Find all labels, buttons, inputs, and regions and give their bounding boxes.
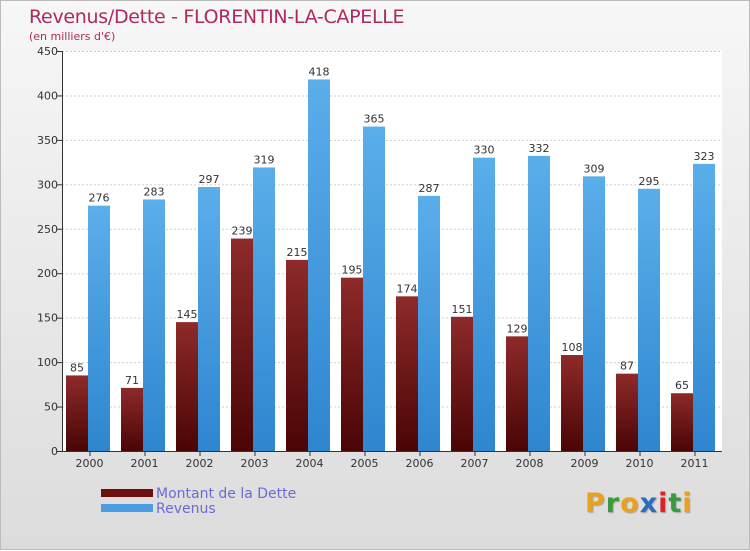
data-label-dette: 174 [397, 282, 418, 295]
bar-dette [451, 316, 473, 451]
data-label-revenus: 319 [254, 153, 275, 166]
bar-dette [671, 393, 693, 451]
data-label-revenus: 276 [89, 192, 110, 205]
data-label-revenus: 418 [309, 65, 330, 78]
data-label-dette: 195 [342, 264, 363, 277]
bar-revenus [253, 167, 275, 451]
bar-dette [561, 355, 583, 451]
x-tick-label: 2000 [76, 457, 104, 470]
logo-letter: t [668, 488, 683, 519]
x-tick-label: 2011 [681, 457, 709, 470]
bar-dette [506, 336, 528, 451]
y-tick-label: 100 [37, 356, 58, 369]
logo-letter: x [639, 488, 659, 519]
data-label-dette: 145 [177, 308, 198, 321]
x-tick-label: 2008 [516, 457, 544, 470]
data-label-revenus: 309 [584, 162, 605, 175]
x-tick-label: 2005 [351, 457, 379, 470]
y-tick-label: 350 [37, 134, 58, 147]
data-label-dette: 151 [452, 303, 473, 316]
logo-letter: i [658, 488, 669, 519]
x-tick-label: 2001 [131, 457, 159, 470]
logo-letter: r [605, 488, 621, 519]
data-label-revenus: 330 [474, 144, 495, 157]
data-label-revenus: 283 [144, 185, 165, 198]
data-label-dette: 129 [507, 322, 528, 335]
x-tick-label: 2002 [186, 457, 214, 470]
bar-revenus [88, 205, 110, 451]
legend-label-dette: Montant de la Dette [156, 486, 297, 502]
data-labels: 85 276 71 283 145 297 239 319 215 418 195 365 174 287… [70, 65, 715, 392]
bar-revenus [638, 188, 660, 451]
bar-dette [341, 277, 363, 451]
legend-label-revenus: Revenus [156, 501, 216, 517]
bar-revenus [418, 195, 440, 451]
bar-revenus [693, 163, 715, 451]
proxiti-logo: Proxiti [585, 488, 693, 519]
data-label-dette: 215 [287, 246, 308, 259]
legend-swatch-revenus [101, 504, 153, 512]
legend-swatch-dette [101, 489, 153, 497]
bar-revenus [583, 176, 605, 452]
y-tick-label: 250 [37, 223, 58, 236]
x-tick-label: 2009 [571, 457, 599, 470]
x-tick-label: 2004 [296, 457, 324, 470]
data-label-dette: 87 [620, 360, 634, 373]
y-tick-label: 400 [37, 89, 58, 102]
bar-revenus [528, 155, 550, 451]
axes: 0 50 100 150 200 250 300 350 400 450 2000 2001 2002 2… [37, 45, 722, 470]
bar-revenus [308, 79, 330, 451]
data-label-dette: 71 [125, 374, 139, 387]
bar-dette [396, 296, 418, 451]
bar-dette [176, 322, 198, 451]
data-label-dette: 65 [675, 379, 689, 392]
y-tick-label: 450 [37, 45, 58, 58]
bar-dette [66, 375, 88, 451]
data-label-dette: 239 [232, 225, 253, 238]
data-label-revenus: 365 [364, 113, 385, 126]
logo-letter: o [620, 488, 640, 519]
bar-dette [616, 373, 638, 451]
bar-revenus [363, 126, 385, 452]
bar-revenus [143, 199, 165, 451]
plot-area [62, 51, 722, 451]
bar-dette [231, 238, 253, 451]
bar-dette [286, 259, 308, 451]
y-tick-label: 200 [37, 267, 58, 280]
logo-letter: P [585, 488, 606, 519]
y-tick-label: 0 [51, 445, 58, 458]
x-tick-label: 2010 [626, 457, 654, 470]
x-tick-label: 2006 [406, 457, 434, 470]
data-label-revenus: 287 [419, 182, 440, 195]
y-tick-label: 150 [37, 312, 58, 325]
bar-dette [121, 387, 143, 451]
x-tick-label: 2003 [241, 457, 269, 470]
bar-revenus [473, 157, 495, 451]
y-tick-label: 300 [37, 178, 58, 191]
x-tick-label: 2007 [461, 457, 489, 470]
bars [66, 79, 715, 452]
data-label-revenus: 295 [639, 175, 660, 188]
bar-revenus [198, 187, 220, 451]
data-label-dette: 108 [562, 341, 583, 354]
data-label-revenus: 323 [694, 150, 715, 163]
chart-subtitle: (en milliers d'€) [29, 30, 116, 43]
chart-title: Revenus/Dette - FLORENTIN-LA-CAPELLE [29, 6, 405, 28]
logo-letter: i [682, 488, 693, 519]
data-label-dette: 85 [70, 361, 84, 374]
data-label-revenus: 297 [199, 173, 220, 186]
data-label-revenus: 332 [529, 142, 550, 155]
y-tick-label: 50 [44, 401, 58, 414]
